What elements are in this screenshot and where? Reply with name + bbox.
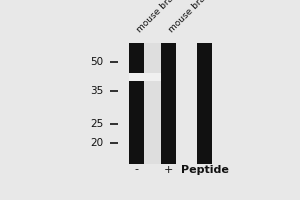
Bar xyxy=(144,73,161,81)
Text: 25: 25 xyxy=(91,119,104,129)
Bar xyxy=(161,43,176,164)
Text: -: - xyxy=(134,165,138,175)
Text: 50: 50 xyxy=(91,57,104,67)
Text: mouse brain: mouse brain xyxy=(167,0,214,34)
Text: mouse brain: mouse brain xyxy=(135,0,181,34)
Text: +: + xyxy=(164,165,173,175)
Bar xyxy=(129,43,144,164)
Text: 20: 20 xyxy=(91,138,104,148)
Text: 35: 35 xyxy=(91,86,104,96)
Bar xyxy=(144,43,161,164)
Bar xyxy=(197,43,212,164)
Text: Peptide: Peptide xyxy=(181,165,229,175)
Bar xyxy=(129,73,144,81)
